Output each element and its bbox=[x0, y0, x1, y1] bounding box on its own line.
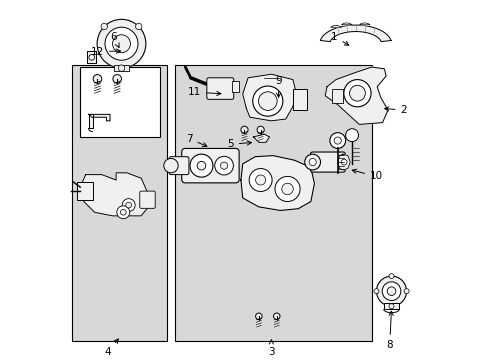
Circle shape bbox=[135, 23, 142, 30]
Polygon shape bbox=[325, 67, 387, 125]
Text: 1: 1 bbox=[330, 32, 348, 45]
Circle shape bbox=[329, 133, 345, 148]
Circle shape bbox=[89, 54, 94, 60]
Circle shape bbox=[105, 27, 138, 60]
Bar bbox=[113, 65, 129, 71]
Circle shape bbox=[308, 158, 316, 166]
Circle shape bbox=[333, 137, 341, 144]
Circle shape bbox=[112, 35, 130, 53]
Bar bbox=[174, 65, 371, 341]
Polygon shape bbox=[80, 173, 148, 216]
Polygon shape bbox=[87, 51, 96, 63]
Text: 10: 10 bbox=[351, 169, 383, 181]
Text: 2: 2 bbox=[384, 105, 407, 115]
Bar bbox=[231, 81, 239, 92]
Bar bbox=[383, 303, 399, 309]
Circle shape bbox=[403, 289, 408, 294]
Circle shape bbox=[304, 154, 320, 170]
Circle shape bbox=[258, 92, 277, 111]
Circle shape bbox=[241, 126, 247, 134]
FancyBboxPatch shape bbox=[140, 191, 155, 208]
Circle shape bbox=[125, 202, 131, 208]
Polygon shape bbox=[242, 74, 296, 121]
Circle shape bbox=[349, 85, 365, 101]
Circle shape bbox=[113, 75, 121, 83]
Circle shape bbox=[386, 287, 395, 296]
Circle shape bbox=[117, 206, 129, 219]
Polygon shape bbox=[341, 23, 351, 25]
Polygon shape bbox=[88, 114, 93, 128]
Circle shape bbox=[388, 304, 393, 309]
Bar bbox=[80, 67, 160, 137]
Polygon shape bbox=[88, 114, 110, 121]
Circle shape bbox=[163, 158, 178, 173]
Text: 7: 7 bbox=[185, 134, 206, 147]
Circle shape bbox=[101, 23, 107, 30]
Circle shape bbox=[214, 156, 233, 175]
Text: 5: 5 bbox=[226, 139, 251, 149]
FancyBboxPatch shape bbox=[310, 152, 345, 172]
Text: 9: 9 bbox=[275, 76, 281, 97]
Polygon shape bbox=[253, 134, 269, 142]
Text: 3: 3 bbox=[267, 340, 274, 357]
Circle shape bbox=[190, 154, 212, 177]
Circle shape bbox=[382, 282, 400, 301]
Circle shape bbox=[388, 274, 393, 279]
Circle shape bbox=[273, 313, 280, 319]
Circle shape bbox=[93, 75, 102, 83]
Circle shape bbox=[220, 162, 227, 169]
FancyBboxPatch shape bbox=[169, 157, 188, 175]
FancyBboxPatch shape bbox=[292, 89, 306, 110]
Bar bbox=[72, 65, 167, 341]
Text: 11: 11 bbox=[188, 87, 221, 97]
Circle shape bbox=[274, 176, 300, 202]
Text: 4: 4 bbox=[104, 339, 118, 357]
Circle shape bbox=[255, 175, 265, 185]
Circle shape bbox=[197, 161, 205, 170]
Circle shape bbox=[252, 86, 282, 116]
Circle shape bbox=[257, 126, 264, 134]
FancyBboxPatch shape bbox=[182, 148, 239, 183]
Text: 6: 6 bbox=[110, 32, 119, 48]
Circle shape bbox=[255, 313, 262, 319]
Polygon shape bbox=[241, 156, 314, 211]
Circle shape bbox=[373, 289, 378, 294]
Circle shape bbox=[122, 199, 135, 212]
FancyBboxPatch shape bbox=[77, 182, 93, 200]
Text: 12: 12 bbox=[90, 46, 120, 57]
Polygon shape bbox=[330, 26, 340, 27]
Bar bbox=[332, 89, 343, 103]
Polygon shape bbox=[320, 25, 390, 42]
Circle shape bbox=[343, 80, 370, 107]
Circle shape bbox=[376, 276, 406, 306]
Polygon shape bbox=[359, 23, 369, 25]
Circle shape bbox=[118, 65, 124, 71]
Polygon shape bbox=[337, 154, 349, 170]
Circle shape bbox=[345, 129, 358, 141]
FancyBboxPatch shape bbox=[206, 78, 233, 99]
Circle shape bbox=[281, 183, 293, 195]
Circle shape bbox=[341, 159, 346, 165]
Circle shape bbox=[249, 168, 271, 192]
Circle shape bbox=[97, 19, 145, 68]
Circle shape bbox=[120, 210, 126, 215]
Text: 8: 8 bbox=[386, 311, 392, 350]
